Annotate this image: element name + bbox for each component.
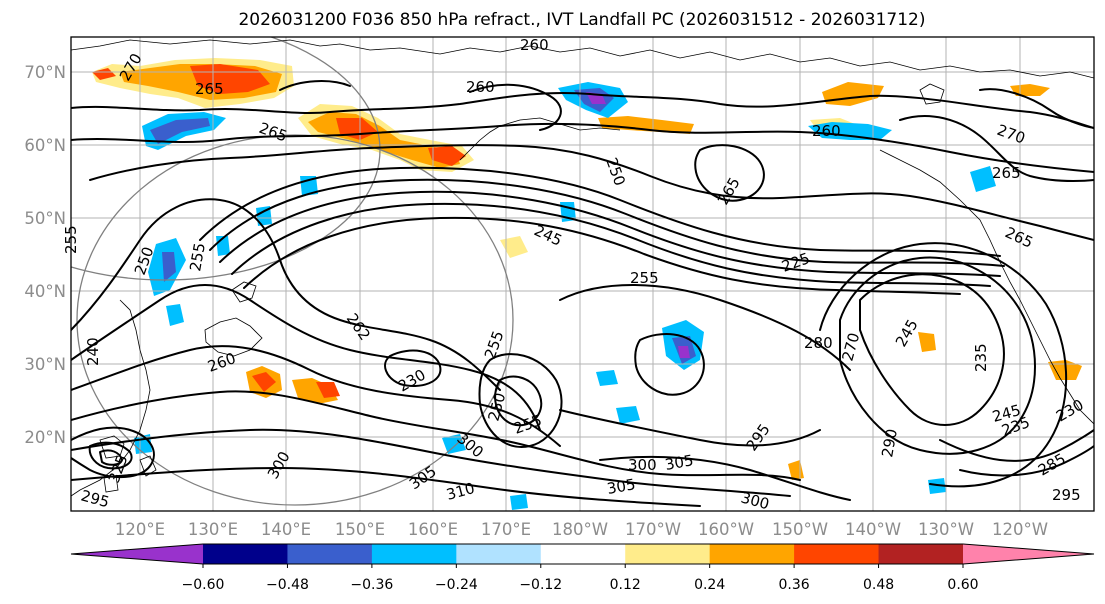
colorbar-tick-label: −0.60	[182, 577, 225, 593]
contour-label: 305	[664, 451, 695, 474]
coastlines	[71, 39, 1094, 497]
lat-label: 60°N	[24, 136, 66, 155]
lat-label: 40°N	[24, 282, 66, 301]
contour-label: 255	[62, 225, 80, 254]
contour-label: 235	[972, 343, 990, 372]
contour-label: 240	[84, 337, 102, 366]
contour-label: 265	[992, 164, 1021, 182]
lon-label: 150°W	[772, 520, 828, 539]
colorbar-tick-label: −0.48	[266, 577, 309, 593]
colorbar-box	[625, 544, 711, 564]
lon-label: 120°E	[115, 520, 165, 539]
colorbar-box	[540, 544, 626, 564]
figure-title: 2026031200 F036 850 hPa refract., IVT La…	[238, 10, 925, 30]
latitude-labels: 70°N 60°N 50°N 40°N 30°N 20°N	[24, 63, 66, 447]
lon-label: 140°W	[845, 520, 901, 539]
lon-label: 150°E	[335, 520, 385, 539]
lat-label: 30°N	[24, 355, 66, 374]
colorbar-tick-label: 0.60	[947, 577, 978, 593]
colorbar-box	[709, 544, 795, 564]
lat-label: 50°N	[24, 209, 66, 228]
colorbar-tick-label: −0.36	[350, 577, 393, 593]
colorbar-box	[203, 544, 288, 564]
lon-label: 160°E	[408, 520, 458, 539]
contour-label: 290	[878, 427, 901, 458]
map-frame	[70, 36, 1095, 512]
lon-label: 130°E	[188, 520, 238, 539]
colorbar-tick-label: 0.24	[694, 577, 725, 593]
lat-label: 70°N	[24, 63, 66, 82]
contour-label: 255	[186, 241, 209, 272]
lon-label: 140°E	[261, 520, 311, 539]
longitude-labels: 120°E 130°E 140°E 150°E 160°E 170°E 180°…	[115, 520, 1048, 539]
contour-label: 300	[628, 456, 657, 474]
lon-label: 160°W	[698, 520, 754, 539]
colorbar-box	[794, 544, 880, 564]
contour-label: 260	[812, 122, 841, 140]
lat-label: 20°N	[24, 428, 66, 447]
colorbar-tick-label: −0.24	[435, 577, 478, 593]
colorbar-tick-label: 0.12	[610, 577, 641, 593]
contour-label: 280	[804, 334, 833, 352]
lon-label: 180°W	[552, 520, 608, 539]
lon-label: 170°W	[625, 520, 681, 539]
lon-label: 120°W	[992, 520, 1048, 539]
contour-label: 260	[466, 78, 495, 96]
refractivity-contours	[71, 80, 1094, 507]
contour-label: 255	[630, 269, 659, 287]
anomaly-fill-layer	[92, 58, 1082, 510]
colorbar-extend-low	[71, 544, 203, 564]
lon-label: 130°W	[918, 520, 974, 539]
colorbar-tick-label: −0.12	[519, 577, 562, 593]
colorbar-box	[371, 544, 457, 564]
contour-label: 265	[195, 80, 224, 98]
contour-label: 260	[520, 36, 549, 54]
colorbar-box	[878, 544, 964, 564]
colorbar-box	[456, 544, 542, 564]
contour-label: 295	[1052, 486, 1081, 504]
colorbar: −0.60 −0.48 −0.36 −0.24 −0.12 0.12 0.24 0.36 0.4…	[70, 543, 1095, 593]
colorbar-box	[287, 544, 373, 564]
colorbar-tick-label: 0.48	[863, 577, 894, 593]
lon-label: 170°E	[481, 520, 531, 539]
range-circles	[71, 37, 514, 506]
colorbar-extend-high	[963, 544, 1094, 564]
contour-label: 305	[606, 475, 637, 498]
colorbar-tick-label: 0.36	[779, 577, 810, 593]
